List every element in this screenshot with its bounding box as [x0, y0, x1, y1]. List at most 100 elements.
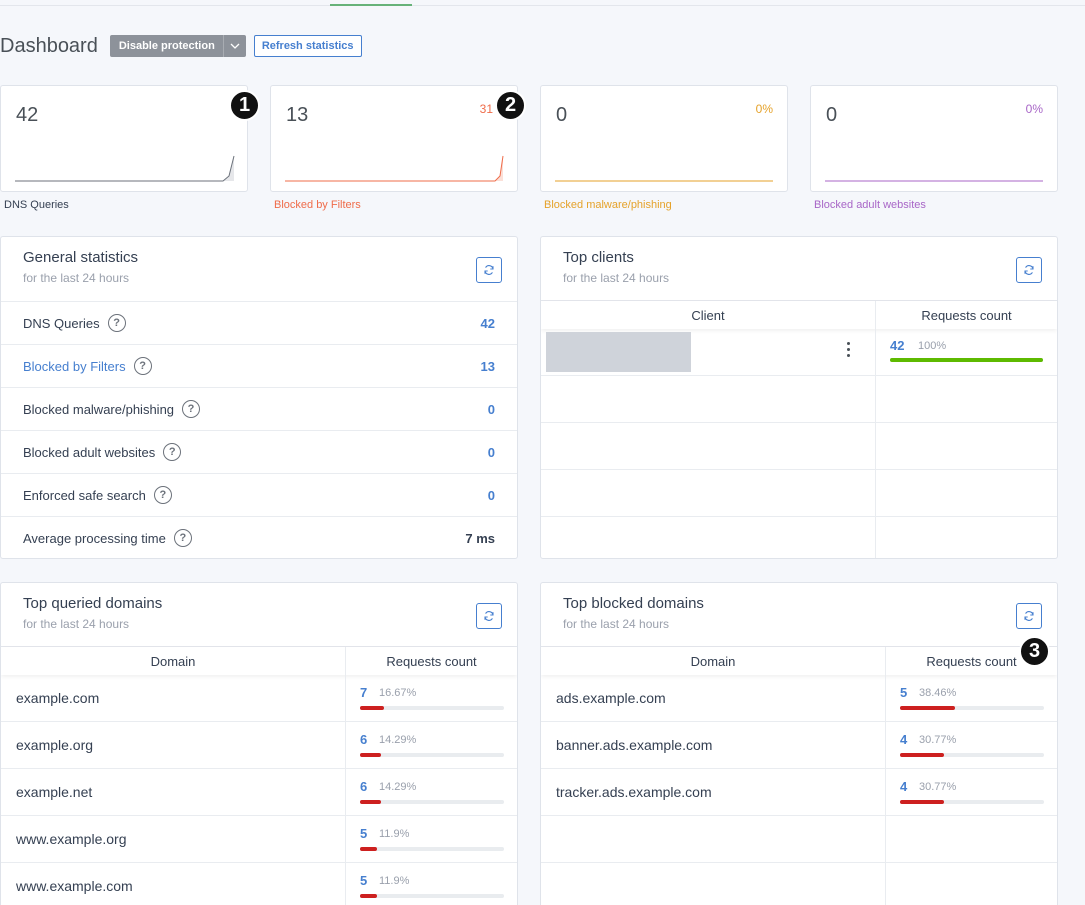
- stat-card-dns-queries: 42: [0, 85, 248, 192]
- general-row-dns-queries: DNS Queries? 42: [1, 301, 517, 344]
- table-row: 42 100%: [541, 329, 1057, 376]
- domain-name[interactable]: example.net: [16, 784, 93, 800]
- progress-bar: [900, 753, 1044, 757]
- request-percent: 16.67%: [379, 687, 417, 699]
- blocked-filters-sparkline: [285, 155, 504, 182]
- request-percent: 14.29%: [379, 781, 417, 793]
- table-row: example.com 7 16.67%: [1, 675, 517, 722]
- chevron-down-icon[interactable]: [222, 35, 246, 57]
- stat-card-blocked-malware: 0 0%: [540, 85, 788, 192]
- column-header-requests[interactable]: Requests count: [386, 653, 477, 669]
- row-value: 0: [487, 444, 495, 460]
- row-label: Enforced safe search: [23, 487, 146, 503]
- column-header-requests[interactable]: Requests count: [926, 653, 1017, 669]
- card-subtitle: for the last 24 hours: [23, 617, 130, 631]
- disable-protection-label[interactable]: Disable protection: [118, 40, 215, 52]
- refresh-icon[interactable]: [476, 257, 502, 283]
- help-icon[interactable]: ?: [173, 529, 192, 547]
- stat-value: 42: [16, 104, 39, 126]
- domain-name[interactable]: www.example.org: [16, 831, 127, 847]
- progress-bar: [360, 800, 504, 804]
- column-header-requests[interactable]: Requests count: [921, 307, 1012, 323]
- refresh-statistics-button[interactable]: Refresh statistics: [253, 35, 362, 57]
- domain-name[interactable]: example.org: [16, 737, 94, 753]
- stat-percent: 0%: [755, 102, 773, 116]
- blocked-malware-sparkline: [555, 180, 773, 182]
- progress-bar: [900, 706, 1044, 710]
- table-row: ads.example.com 5 38.46%: [541, 675, 1057, 722]
- progress-bar: [360, 894, 504, 898]
- top-queried-domains-card: Top queried domains for the last 24 hour…: [0, 582, 518, 905]
- table-row-empty: [541, 863, 1057, 905]
- row-label: Blocked malware/phishing: [23, 401, 175, 417]
- dns-queries-sparkline: [15, 155, 235, 182]
- domain-name[interactable]: example.com: [16, 690, 100, 706]
- request-percent: 30.77%: [919, 734, 957, 746]
- request-percent: 38.46%: [919, 687, 957, 699]
- request-count: 6: [360, 779, 368, 794]
- help-icon[interactable]: ?: [133, 357, 152, 375]
- general-row-blocked-adult: Blocked adult websites? 0: [1, 430, 517, 473]
- request-count: 4: [900, 779, 908, 794]
- help-icon[interactable]: ?: [107, 314, 126, 332]
- table-row-empty: [541, 470, 1057, 517]
- client-redacted: [546, 332, 691, 372]
- refresh-icon[interactable]: [1016, 257, 1042, 283]
- row-label: Average processing time: [23, 530, 166, 546]
- card-subtitle: for the last 24 hours: [23, 271, 130, 285]
- table-row: example.net 6 14.29%: [1, 769, 517, 816]
- table-row-empty: [541, 517, 1057, 558]
- general-row-safe-search: Enforced safe search? 0: [1, 473, 517, 516]
- progress-bar: [360, 847, 504, 851]
- domain-name[interactable]: banner.ads.example.com: [556, 737, 713, 753]
- active-tab-indicator: [330, 4, 412, 6]
- table-row: tracker.ads.example.com 4 30.77%: [541, 769, 1057, 816]
- general-row-blocked-filters: Blocked by Filters? 13: [1, 344, 517, 387]
- progress-bar: [890, 358, 1043, 362]
- stat-label-blocked-adult: Blocked adult websites: [814, 199, 926, 211]
- stat-value: 13: [286, 104, 309, 126]
- card-title: Top queried domains: [23, 595, 163, 612]
- row-value: 42: [480, 315, 495, 331]
- top-nav-strip: [0, 0, 1085, 6]
- domain-name[interactable]: www.example.com: [16, 878, 133, 894]
- request-percent: 30.77%: [919, 781, 957, 793]
- stat-card-blocked-filters: 13 31: [270, 85, 518, 192]
- general-statistics-card: General statistics for the last 24 hours…: [0, 236, 518, 559]
- stat-label-blocked-malware: Blocked malware/phishing: [544, 199, 672, 211]
- blocked-adult-sparkline: [825, 180, 1043, 182]
- callout-badge-1: 1: [229, 90, 260, 121]
- more-options-icon[interactable]: [847, 342, 851, 357]
- stat-card-blocked-adult: 0 0%: [810, 85, 1058, 192]
- request-count: 4: [900, 732, 908, 747]
- row-value: 13: [480, 358, 495, 374]
- refresh-icon[interactable]: [1016, 603, 1042, 629]
- disable-protection-button[interactable]: Disable protection: [109, 35, 246, 57]
- stat-percent: 0%: [1025, 102, 1043, 116]
- table-header: Client Requests count: [541, 301, 1057, 329]
- request-percent: 11.9%: [379, 828, 410, 840]
- table-row: banner.ads.example.com 4 30.77%: [541, 722, 1057, 769]
- row-value: 0: [487, 401, 495, 417]
- help-icon[interactable]: ?: [153, 486, 172, 504]
- top-clients-card: Top clients for the last 24 hours Client…: [540, 236, 1058, 559]
- callout-badge-3: 3: [1019, 636, 1050, 667]
- general-row-blocked-malware: Blocked malware/phishing? 0: [1, 387, 517, 430]
- row-label-link[interactable]: Blocked by Filters: [23, 358, 126, 374]
- help-icon[interactable]: ?: [182, 400, 201, 418]
- card-subtitle: for the last 24 hours: [563, 617, 670, 631]
- column-header-domain[interactable]: Domain: [541, 647, 886, 675]
- table-header: Domain Requests count: [541, 647, 1057, 675]
- column-header-client[interactable]: Client: [541, 301, 876, 329]
- card-title: General statistics: [23, 249, 139, 266]
- request-percent: 14.29%: [379, 734, 417, 746]
- help-icon[interactable]: ?: [163, 443, 182, 461]
- request-count: 5: [900, 685, 908, 700]
- domain-name[interactable]: tracker.ads.example.com: [556, 784, 712, 800]
- domain-name[interactable]: ads.example.com: [556, 690, 666, 706]
- table-row: www.example.com 5 11.9%: [1, 863, 517, 905]
- request-count: 5: [360, 873, 368, 888]
- table-row: www.example.org 5 11.9%: [1, 816, 517, 863]
- column-header-domain[interactable]: Domain: [1, 647, 346, 675]
- refresh-icon[interactable]: [476, 603, 502, 629]
